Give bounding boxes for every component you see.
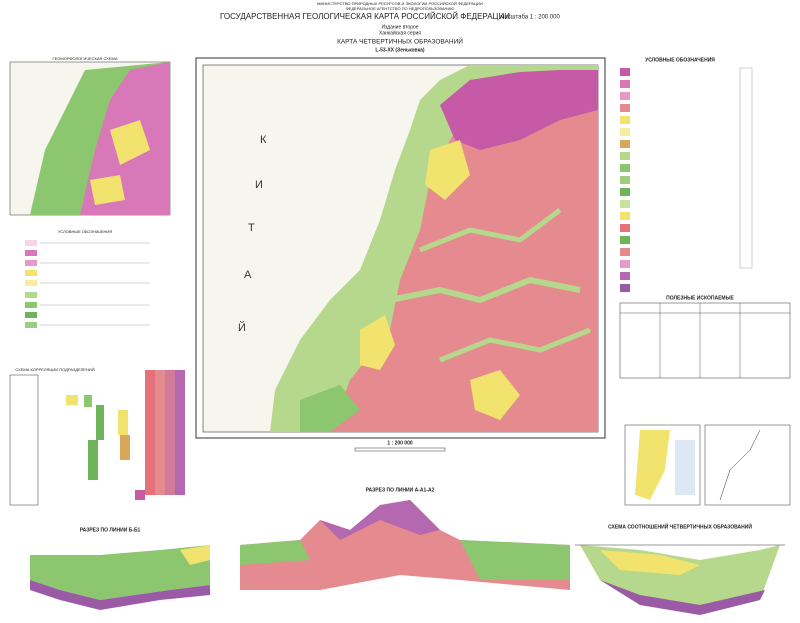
country-letter: И bbox=[255, 179, 263, 191]
map-scale: 1 : 200 000 bbox=[387, 440, 413, 446]
legend-small bbox=[25, 240, 150, 328]
relations-title: СХЕМА СООТНОШЕНИЙ ЧЕТВЕРТИЧНЫХ ОБРАЗОВАН… bbox=[608, 522, 752, 530]
country-letter: К bbox=[260, 134, 267, 146]
section-a-title: РАЗРЕЗ ПО ЛИНИИ А-А1-А2 bbox=[366, 487, 435, 493]
geomorph-scheme bbox=[9, 61, 171, 216]
main-map: К И Т А Й 1 : 200 000 bbox=[195, 57, 606, 452]
section-a bbox=[240, 500, 570, 590]
section-b-title: РАЗРЕЗ ПО ЛИНИИ Б-Б1 bbox=[80, 527, 141, 533]
legend-main bbox=[620, 67, 753, 292]
map-title: КАРТА ЧЕТВЕРТИЧНЫХ ОБРАЗОВАНИЙ bbox=[337, 37, 463, 46]
correlation-scheme bbox=[9, 370, 185, 506]
relations-scheme bbox=[575, 544, 785, 615]
country-letter: Т bbox=[248, 222, 255, 234]
country-letter: Й bbox=[238, 321, 246, 334]
legend-main-title: УСЛОВНЫЕ ОБОЗНАЧЕНИЯ bbox=[645, 57, 715, 63]
scale-text: масштаба 1 : 200 000 bbox=[500, 15, 560, 21]
country-letter: А bbox=[244, 269, 252, 281]
index-maps bbox=[624, 424, 791, 506]
correlation-title: СХЕМА КОРРЕЛЯЦИИ ПОДРАЗДЕЛЕНИЙ bbox=[15, 367, 94, 372]
agency: ФЕДЕРАЛЬНОЕ АГЕНТСТВО ПО НЕДРОПОЛЬЗОВАНИ… bbox=[346, 6, 455, 11]
legend-small-title: УСЛОВНЫЕ ОБОЗНАЧЕНИЯ bbox=[58, 229, 112, 234]
minerals-table bbox=[619, 302, 791, 379]
minerals-title: ПОЛЕЗНЫЕ ИСКОПАЕМЫЕ bbox=[666, 295, 734, 301]
edition: Издание второе bbox=[381, 24, 418, 30]
series: Ханкайская серия bbox=[379, 29, 421, 36]
sheet: L-53-XX (Зеньковка) bbox=[375, 47, 425, 53]
section-b bbox=[30, 545, 210, 610]
title: ГОСУДАРСТВЕННАЯ ГЕОЛОГИЧЕСКАЯ КАРТА РОСС… bbox=[220, 12, 510, 21]
geomorph-title: ГЕОМОРФОЛОГИЧЕСКАЯ СХЕМА bbox=[52, 56, 117, 61]
ministry: МИНИСТЕРСТВО ПРИРОДНЫХ РЕСУРСОВ И ЭКОЛОГ… bbox=[317, 1, 483, 6]
